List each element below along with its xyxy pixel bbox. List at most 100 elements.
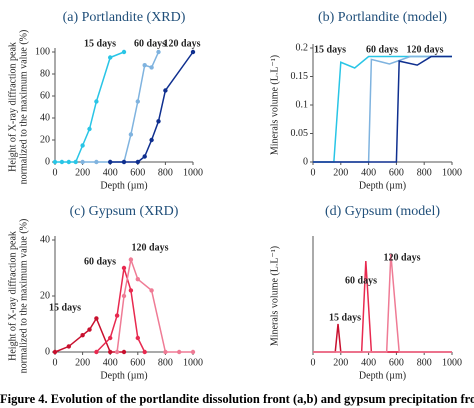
x-tick-label: 200 bbox=[75, 167, 90, 178]
chart-title: (a) Portlandite (XRD) bbox=[63, 10, 186, 25]
series-label: 60 days bbox=[345, 275, 377, 286]
point bbox=[156, 49, 161, 55]
point bbox=[80, 333, 85, 338]
x-axis-label: Depth (µm) bbox=[100, 370, 147, 381]
point bbox=[121, 349, 127, 355]
x-tick-label: 800 bbox=[417, 167, 432, 178]
point bbox=[108, 159, 113, 165]
x-tick-label: 200 bbox=[333, 357, 348, 368]
y-tick-label: 80 bbox=[40, 68, 50, 79]
point bbox=[190, 49, 196, 55]
series-line bbox=[313, 260, 452, 353]
series-label: 60 days bbox=[134, 38, 166, 49]
y-axis-label: normalized to the maximum value (%) bbox=[18, 219, 29, 374]
point bbox=[135, 99, 140, 104]
point bbox=[114, 349, 120, 355]
x-tick-label: 800 bbox=[417, 357, 432, 368]
y-tick-label: 20 bbox=[40, 134, 50, 145]
point bbox=[149, 288, 154, 293]
point bbox=[114, 313, 120, 318]
point bbox=[135, 159, 140, 165]
x-tick-label: 600 bbox=[389, 357, 404, 368]
y-axis-label: normalized to the maximum value (%) bbox=[18, 30, 29, 185]
point bbox=[94, 349, 99, 355]
series-line bbox=[313, 55, 452, 163]
x-tick-label: 0 bbox=[53, 167, 58, 178]
series-line bbox=[313, 55, 452, 163]
y-tick-label: 60 bbox=[40, 90, 50, 101]
point bbox=[135, 335, 140, 341]
x-tick-label: 0 bbox=[311, 167, 316, 178]
point bbox=[108, 55, 113, 60]
point bbox=[52, 349, 58, 355]
point bbox=[142, 349, 147, 355]
x-tick-label: 1000 bbox=[442, 357, 462, 368]
x-tick-label: 600 bbox=[389, 167, 404, 178]
x-tick-label: 800 bbox=[158, 167, 173, 178]
x-tick-label: 0 bbox=[53, 357, 58, 368]
x-tick-label: 200 bbox=[333, 167, 348, 178]
series-label: 120 days bbox=[164, 38, 201, 49]
point bbox=[190, 349, 196, 355]
y-tick-label: 40 bbox=[40, 112, 50, 123]
x-axis-label: Depth (µm) bbox=[100, 180, 147, 191]
x-tick-label: 600 bbox=[130, 357, 145, 368]
point bbox=[149, 65, 154, 70]
caption: Figure 4. Evolution of the portlandite d… bbox=[0, 392, 474, 406]
series-label: 15 days bbox=[84, 38, 116, 49]
x-tick-label: 600 bbox=[130, 167, 145, 178]
x-tick-label: 400 bbox=[361, 167, 376, 178]
x-tick-label: 800 bbox=[158, 357, 173, 368]
point bbox=[128, 257, 134, 262]
x-tick-label: 400 bbox=[103, 357, 118, 368]
series-label: 15 days bbox=[49, 302, 81, 313]
point bbox=[156, 119, 161, 124]
point bbox=[121, 293, 127, 299]
series-label: 60 days bbox=[366, 44, 398, 55]
point bbox=[177, 349, 182, 355]
point bbox=[149, 137, 154, 143]
y-tick-label: 20 bbox=[40, 290, 50, 301]
series-line bbox=[313, 55, 452, 163]
series-line bbox=[82, 51, 160, 163]
y-axis-label: Minerals volume (L.L⁻¹) bbox=[269, 55, 280, 155]
series-label: 15 days bbox=[314, 44, 346, 55]
point bbox=[121, 49, 127, 55]
series-line bbox=[55, 51, 125, 163]
y-axis-label: Minerals volume (L.L⁻¹) bbox=[269, 246, 280, 346]
y-axis-label: Height of X-ray diffraction peak bbox=[7, 42, 18, 172]
x-tick-label: 1000 bbox=[442, 167, 462, 178]
point bbox=[80, 143, 85, 148]
point bbox=[73, 159, 78, 165]
x-tick-label: 200 bbox=[75, 357, 90, 368]
chart-title: (d) Gypsum (model) bbox=[325, 204, 440, 219]
point bbox=[108, 335, 113, 341]
y-axis-label: Height of X-ray diffraction peak bbox=[7, 231, 18, 361]
point bbox=[87, 126, 92, 132]
point bbox=[94, 99, 99, 104]
point bbox=[66, 159, 72, 165]
y-tick-label: 0 bbox=[45, 156, 50, 167]
point bbox=[94, 159, 99, 165]
point bbox=[142, 62, 147, 68]
series-line bbox=[54, 316, 124, 353]
x-tick-label: 400 bbox=[103, 167, 118, 178]
x-axis-label: Depth (µm) bbox=[359, 370, 406, 381]
series-label: 15 days bbox=[329, 312, 361, 323]
chart-title: (c) Gypsum (XRD) bbox=[70, 204, 179, 219]
x-tick-label: 0 bbox=[311, 357, 316, 368]
y-tick-label: 0.1 bbox=[296, 99, 309, 110]
point bbox=[128, 132, 134, 137]
point bbox=[59, 159, 65, 165]
series-line bbox=[116, 256, 193, 353]
y-tick-label: 0 bbox=[45, 346, 50, 357]
y-tick-label: 0 bbox=[303, 156, 308, 167]
series-label: 60 days bbox=[84, 256, 116, 267]
series-line bbox=[313, 323, 452, 353]
point bbox=[163, 349, 168, 355]
point bbox=[135, 277, 140, 282]
series-line bbox=[313, 253, 452, 353]
point bbox=[80, 159, 85, 165]
x-tick-label: 1000 bbox=[183, 167, 203, 178]
